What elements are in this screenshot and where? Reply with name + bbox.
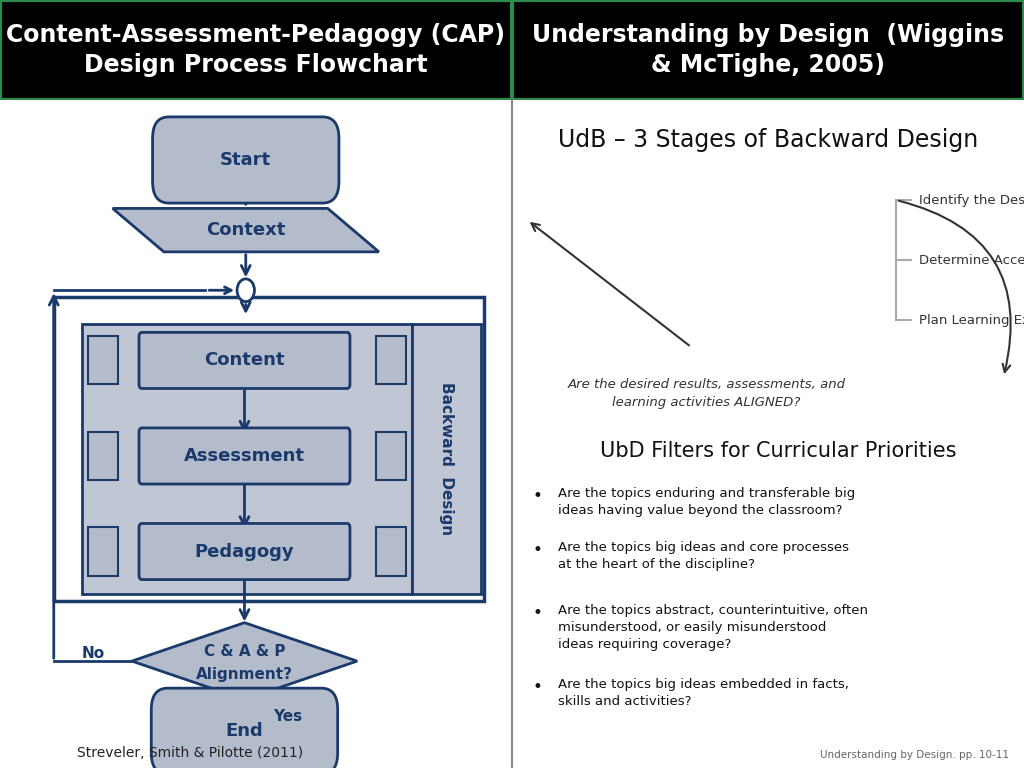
Bar: [88, 432, 118, 480]
Text: Streveler, Smith & Pilotte (2011): Streveler, Smith & Pilotte (2011): [77, 746, 303, 760]
Text: Understanding by Design. pp. 10-11: Understanding by Design. pp. 10-11: [819, 750, 1009, 760]
Text: Pedagogy: Pedagogy: [195, 542, 294, 561]
Circle shape: [237, 279, 254, 302]
Text: •: •: [532, 541, 543, 559]
Bar: [82, 323, 413, 594]
Polygon shape: [113, 208, 379, 252]
FancyBboxPatch shape: [139, 524, 350, 580]
Bar: [377, 336, 407, 385]
Text: •: •: [532, 604, 543, 622]
FancyBboxPatch shape: [153, 117, 339, 203]
Text: Yes: Yes: [272, 709, 302, 723]
Text: Understanding by Design  (Wiggins
& McTighe, 2005): Understanding by Design (Wiggins & McTig…: [531, 23, 1005, 77]
FancyBboxPatch shape: [152, 688, 338, 768]
Bar: [377, 432, 407, 480]
Text: C & A & P: C & A & P: [204, 644, 286, 659]
Text: No: No: [82, 646, 105, 660]
Bar: [88, 336, 118, 385]
Text: Alignment?: Alignment?: [196, 667, 293, 682]
FancyBboxPatch shape: [139, 428, 350, 484]
Text: Content: Content: [204, 352, 285, 369]
Bar: [88, 528, 118, 575]
Text: Assessment: Assessment: [184, 447, 305, 465]
Text: UdB – 3 Stages of Backward Design: UdB – 3 Stages of Backward Design: [558, 128, 978, 152]
Text: Are the topics big ideas embedded in facts,
skills and activities?: Are the topics big ideas embedded in fac…: [558, 678, 849, 708]
Text: UbD Filters for Curricular Priorities: UbD Filters for Curricular Priorities: [600, 441, 956, 461]
Text: Are the topics enduring and transferable big
ideas having value beyond the class: Are the topics enduring and transferable…: [558, 488, 855, 518]
Text: Identify the Desired Results: Identify the Desired Results: [920, 194, 1024, 207]
Polygon shape: [132, 623, 357, 700]
Text: Are the topics abstract, counterintuitive, often
misunderstood, or easily misund: Are the topics abstract, counterintuitiv…: [558, 604, 868, 651]
Text: Are the desired results, assessments, and
learning activities ALIGNED?: Are the desired results, assessments, an…: [567, 379, 846, 409]
Bar: [413, 323, 481, 594]
Text: Content-Assessment-Pedagogy (CAP)
Design Process Flowchart: Content-Assessment-Pedagogy (CAP) Design…: [6, 23, 506, 77]
Bar: [54, 297, 484, 601]
Text: •: •: [532, 488, 543, 505]
Text: Start: Start: [220, 151, 271, 169]
Bar: [377, 528, 407, 575]
Text: Plan Learning Experiences: Plan Learning Experiences: [920, 314, 1024, 327]
Text: End: End: [225, 722, 263, 740]
Text: Backward  Design: Backward Design: [439, 382, 455, 535]
Text: •: •: [532, 678, 543, 696]
Text: Context: Context: [206, 221, 286, 239]
Text: Determine Acceptable Evidence: Determine Acceptable Evidence: [920, 253, 1024, 266]
FancyBboxPatch shape: [139, 333, 350, 389]
Text: Are the topics big ideas and core processes
at the heart of the discipline?: Are the topics big ideas and core proces…: [558, 541, 849, 571]
